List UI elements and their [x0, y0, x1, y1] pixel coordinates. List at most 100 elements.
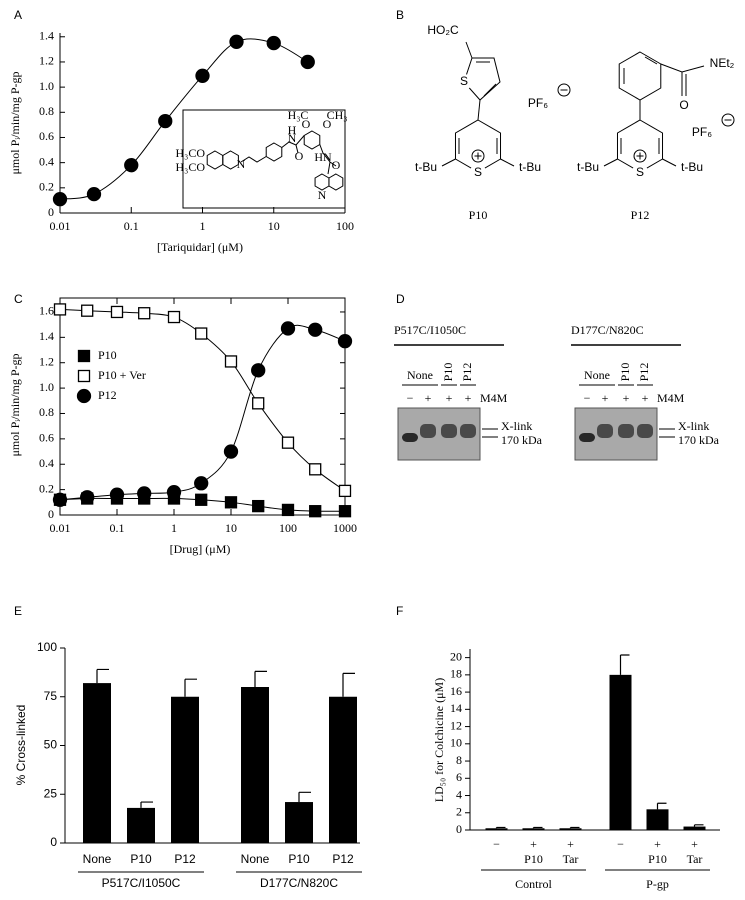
marker: [167, 310, 181, 324]
marker: [195, 327, 208, 340]
marker: [86, 186, 102, 202]
bar: [646, 809, 669, 830]
y-tick-label: 4: [456, 787, 462, 801]
error-bar: [140, 801, 153, 808]
group-label: P-gp: [646, 877, 669, 891]
atom-label: NEt₂: [710, 56, 735, 70]
y-tick-label: 0: [50, 835, 57, 849]
marker: [110, 305, 124, 319]
bond: [295, 144, 299, 154]
band-label: 170 kDa: [501, 433, 543, 447]
category-label: P12: [332, 852, 354, 866]
ring: [328, 173, 344, 191]
x-axis-label: [Drug] (μM): [170, 542, 231, 556]
marker: [252, 397, 265, 410]
band-label: 170 kDa: [678, 433, 720, 447]
y-tick-label: 100: [37, 640, 57, 654]
bar: [241, 687, 269, 843]
y-tick-label: 0: [48, 507, 54, 521]
inset-label: H: [288, 123, 297, 137]
group-label: P517C/I1050C: [102, 876, 181, 890]
atom-label: S: [636, 165, 644, 179]
bar: [485, 828, 508, 830]
atom-label: S: [474, 165, 482, 179]
atom-label: t-Bu: [415, 160, 437, 174]
group-label: Control: [515, 877, 552, 891]
marker: [338, 505, 352, 518]
gel-band: [597, 424, 613, 438]
compound-name: P12: [631, 208, 650, 222]
y-tick-label: 2: [456, 805, 462, 819]
inset-label: H₃C: [288, 108, 309, 122]
inset-label: CH₃: [327, 108, 348, 122]
gel-band: [441, 424, 457, 438]
category-label: −: [493, 837, 500, 851]
atom-label: HO₂C: [427, 23, 459, 37]
bar: [683, 826, 706, 830]
bond: [500, 158, 515, 167]
y-tick-label: 0.6: [39, 431, 54, 445]
marker: [158, 113, 173, 129]
y-tick-label: 25: [44, 786, 58, 800]
y-axis-label: % Cross-linked: [14, 705, 28, 786]
category-label: +: [654, 837, 661, 851]
marker: [137, 486, 152, 501]
category-label: P10: [288, 852, 310, 866]
inset-label: HN: [314, 150, 332, 164]
ring: [303, 130, 321, 150]
error-bar: [96, 668, 109, 684]
band-label: X-link: [501, 419, 532, 433]
treatment-label: P12: [637, 363, 651, 382]
category-label: +: [567, 837, 574, 851]
y-tick-label: 10: [450, 736, 462, 750]
lane-sign: −: [584, 391, 591, 405]
fit-curve: [59, 38, 308, 200]
marker: [76, 388, 92, 404]
atom-label: S: [460, 74, 468, 88]
legend-label: P10 + Ver: [98, 368, 146, 382]
lane-sign: +: [446, 391, 453, 405]
y-tick-label: 0.6: [39, 129, 54, 143]
marker: [224, 496, 238, 509]
treatment-label: None: [407, 368, 433, 382]
category-label: None: [241, 852, 270, 866]
bond: [319, 144, 337, 167]
bar: [83, 683, 111, 843]
error-bar: [254, 670, 267, 687]
inset-label: H₃CO: [175, 160, 205, 174]
y-tick-label: 1.4: [39, 329, 54, 343]
treatment-label: P10: [618, 363, 632, 382]
gel-band: [579, 433, 595, 442]
bond: [441, 158, 456, 167]
y-axis-label: LD₅₀ for Colchicine (μM): [432, 678, 446, 802]
bond: [660, 63, 705, 73]
bar: [609, 674, 632, 830]
y-tick-label: 0: [48, 205, 54, 219]
y-tick-label: 0.2: [39, 180, 54, 194]
marker: [194, 476, 209, 491]
y-tick-label: 1.0: [39, 380, 54, 394]
marker: [281, 503, 295, 517]
error-bar: [656, 802, 667, 810]
y-tick-label: 1.4: [39, 29, 54, 43]
y-tick-label: 75: [44, 689, 58, 703]
category-label: P12: [174, 852, 196, 866]
bar: [171, 696, 199, 843]
x-tick-label: 10: [225, 521, 237, 535]
y-tick-label: 20: [450, 649, 462, 663]
inset-label: N: [237, 157, 246, 171]
y-tick-label: 1.6: [39, 304, 54, 318]
marker: [223, 444, 239, 459]
legend-label: P12: [98, 388, 117, 402]
atom-mask: [632, 164, 648, 180]
lane-sign: +: [642, 391, 649, 405]
treatment-label: None: [584, 368, 610, 382]
category-label: P10: [130, 852, 152, 866]
marker: [77, 349, 91, 363]
bond: [240, 156, 267, 163]
marker: [52, 192, 68, 207]
error-bar: [495, 826, 506, 829]
bond: [281, 135, 305, 148]
y-tick-label: 12: [450, 718, 462, 732]
inset-label: N: [318, 188, 327, 202]
